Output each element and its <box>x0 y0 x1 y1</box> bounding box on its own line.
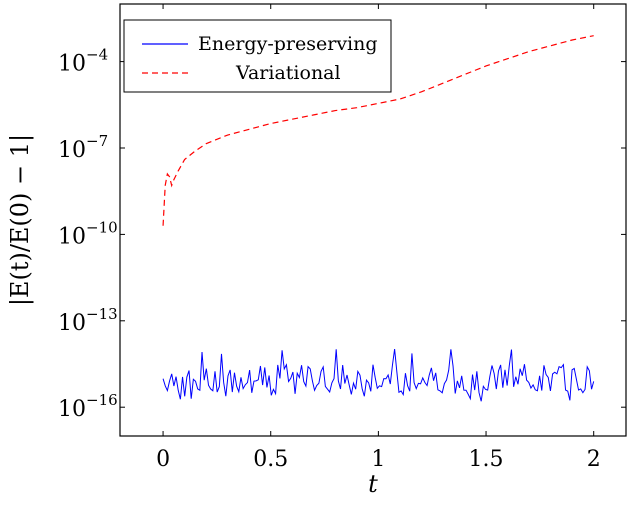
legend: Energy-preserving Variational <box>123 19 392 93</box>
legend-label-energy-preserving: Energy-preserving <box>198 33 378 55</box>
x-axis-label: t <box>368 470 378 498</box>
y-tick-label: 10−4 <box>58 46 108 77</box>
plot-frame <box>119 3 627 437</box>
x-tick-label: 1 <box>371 447 385 472</box>
y-tick-label: 10−16 <box>58 391 118 422</box>
legend-box <box>123 19 392 93</box>
x-tick-label: 2 <box>587 447 601 472</box>
y-tick-label: 10−7 <box>58 132 108 163</box>
series-variational <box>162 35 594 226</box>
x-tick-label: 0 <box>156 447 170 472</box>
y-axis-label: |E(t)/E(0) − 1| <box>6 134 35 306</box>
x-tick-label: 1.5 <box>469 447 504 472</box>
y-tick-label: 10−10 <box>58 218 118 249</box>
y-tick-label: 10−13 <box>58 305 118 336</box>
legend-label-variational: Variational <box>235 62 341 84</box>
series-energy-preserving <box>162 348 595 402</box>
x-tick-label: 0.5 <box>253 447 288 472</box>
